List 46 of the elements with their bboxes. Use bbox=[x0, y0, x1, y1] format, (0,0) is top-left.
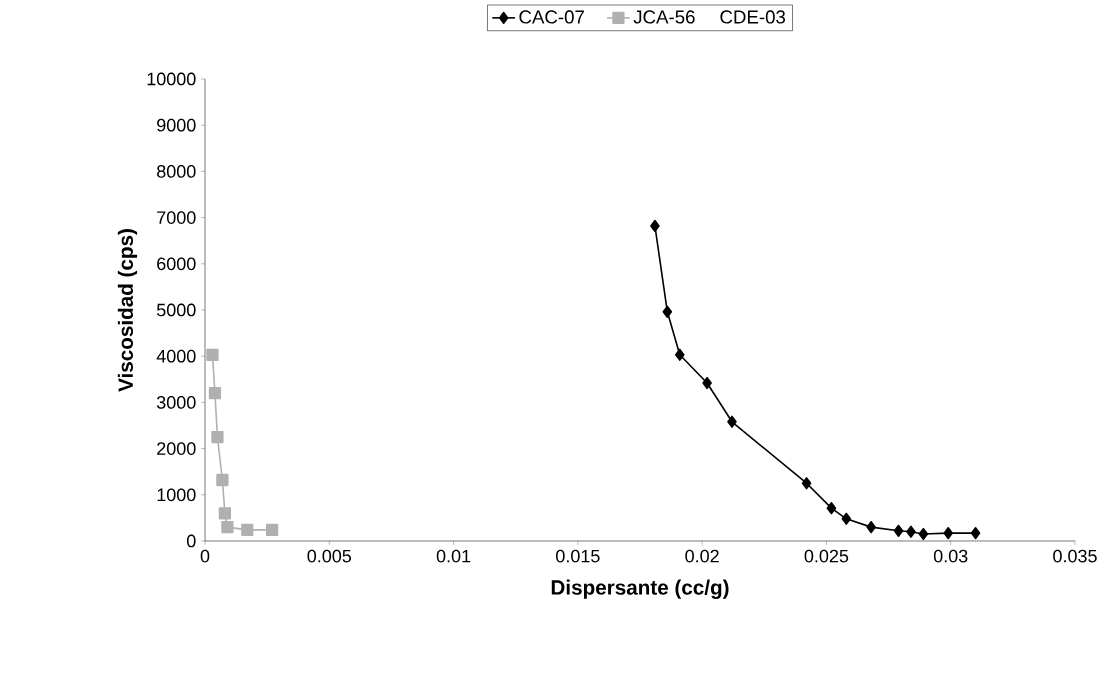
point bbox=[674, 348, 685, 361]
y-tick-label: 2000 bbox=[157, 442, 196, 455]
x-tick-label: 0 bbox=[200, 549, 210, 563]
x-tick-label: 0.01 bbox=[436, 549, 471, 563]
y-axis-title: Viscosidad (cps) bbox=[117, 229, 138, 392]
point bbox=[206, 348, 219, 361]
point bbox=[702, 376, 712, 390]
x-tick-label: 0.015 bbox=[556, 549, 600, 563]
y-tick-label: 4000 bbox=[156, 349, 196, 363]
y-tick-label: 7000 bbox=[157, 211, 196, 224]
point bbox=[727, 415, 737, 428]
legend-label: CAC-07 bbox=[519, 10, 584, 24]
point bbox=[841, 512, 852, 525]
text: CDE-03 bbox=[720, 10, 786, 24]
point bbox=[893, 524, 904, 537]
x-axis-title: Dispersante (cc/g) bbox=[551, 579, 729, 599]
point bbox=[211, 430, 224, 444]
x-tick-label: 0.03 bbox=[933, 549, 968, 563]
x-tick-label: 0.035 bbox=[1053, 549, 1097, 563]
point bbox=[216, 473, 229, 487]
y-tick-label: 10000 bbox=[147, 72, 196, 86]
point bbox=[662, 305, 673, 318]
x-tick-label: 0.02 bbox=[685, 549, 719, 563]
y-tick-label: 3000 bbox=[156, 396, 196, 409]
y-tick-label: 8000 bbox=[157, 165, 196, 178]
point bbox=[906, 525, 916, 538]
point bbox=[866, 520, 876, 534]
y-tick-label: 6000 bbox=[157, 257, 196, 271]
point bbox=[208, 387, 222, 400]
point bbox=[218, 507, 232, 520]
point bbox=[801, 477, 812, 490]
x-tick-label: 0.005 bbox=[307, 549, 352, 563]
y-tick-label: 5000 bbox=[156, 303, 196, 317]
point bbox=[265, 523, 279, 537]
x-tick-label: 0.025 bbox=[804, 549, 849, 563]
y-tick-label: 1000 bbox=[157, 488, 196, 502]
point bbox=[650, 219, 660, 233]
point bbox=[970, 527, 981, 540]
point bbox=[826, 502, 837, 515]
legend-label: JCA-56 bbox=[633, 10, 695, 24]
point bbox=[943, 527, 954, 540]
point bbox=[241, 523, 254, 537]
y-tick-label: 0 bbox=[187, 534, 196, 548]
point bbox=[918, 527, 929, 541]
y-tick-label: 9000 bbox=[157, 118, 196, 132]
point bbox=[221, 520, 234, 534]
